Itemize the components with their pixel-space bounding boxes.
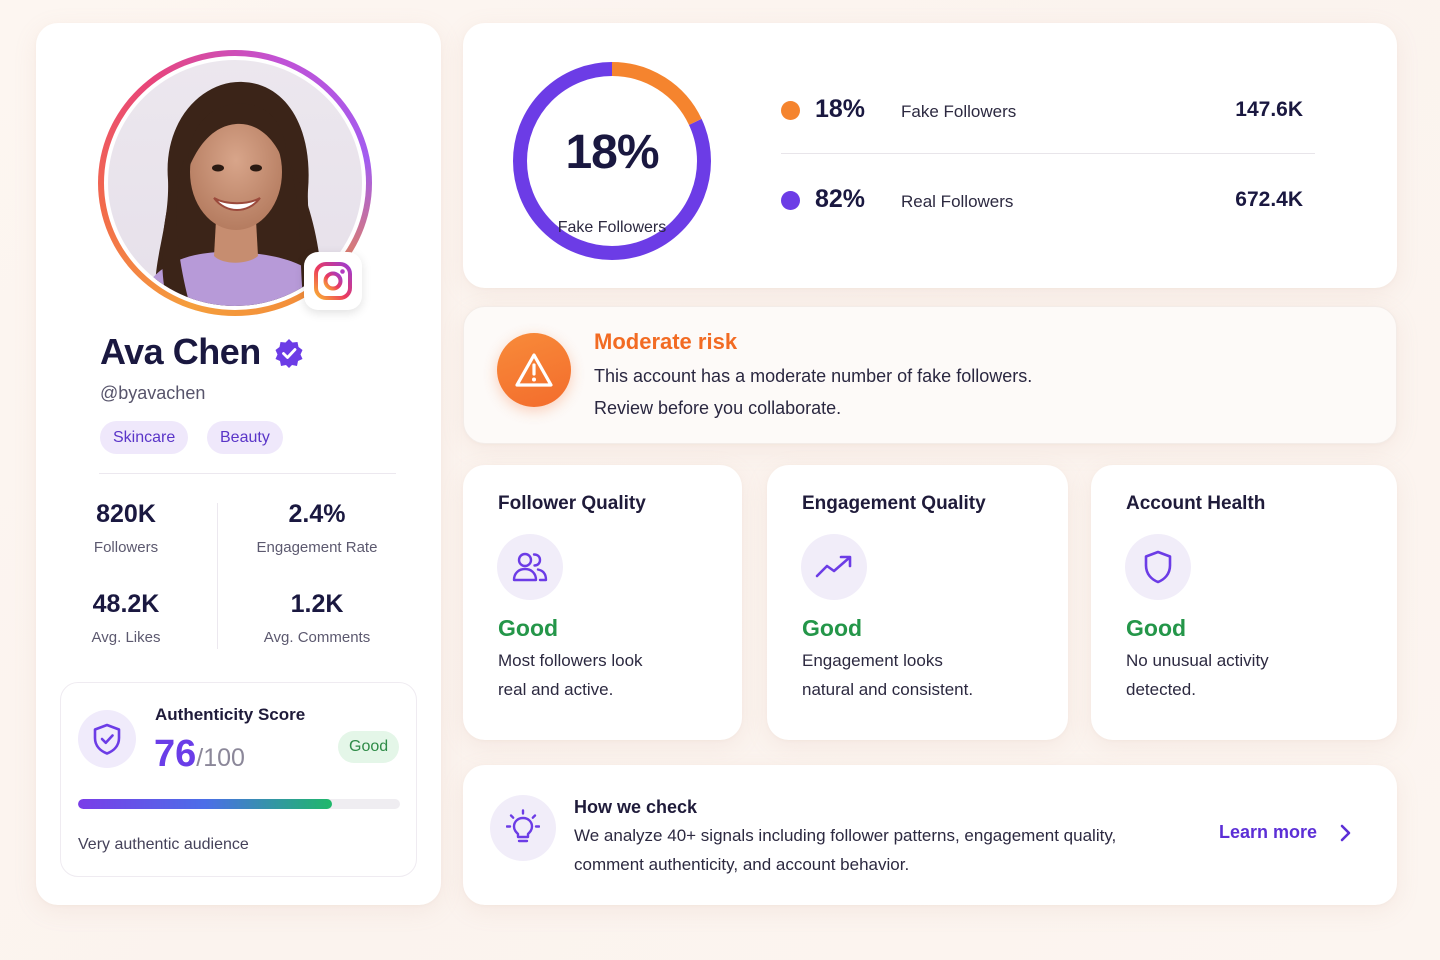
legend-real-dot [781,191,800,210]
stat-likes-value: 48.2K [92,590,160,618]
shield-check-icon [93,723,121,755]
engagement-quality-title: Engagement Quality [802,493,986,514]
engagement-quality-icon-container [801,534,867,600]
legend-real-count: 672.4K [1235,188,1303,211]
stat-comments-label: Avg. Comments [263,629,371,646]
lightbulb-icon [506,809,540,843]
stat-engagement-value: 2.4% [288,500,346,528]
how-we-check-card: How we check We analyze 40+ signals incl… [463,765,1397,905]
legend-real-pct: 82% [815,185,866,213]
auth-note: Very authentic audience [78,836,249,853]
donut-center-label: Fake Followers [557,219,667,236]
auth-progress-bar [78,799,400,809]
account-health-card: Account Health Good No unusual activity … [1091,465,1397,740]
follower-quality-card: Follower Quality Good Most followers loo… [463,465,742,740]
auth-shield-container [78,710,136,768]
follower-quality-desc-line2: real and active. [498,680,614,699]
chevron-right-icon[interactable] [1335,822,1355,844]
followers-breakdown-card: 18% Fake Followers 18% Fake Followers 14… [463,23,1397,288]
auth-title: Authenticity Score [155,705,306,724]
profile-card: Ava Chen @byavachen Skincare Beauty 820K… [36,23,441,905]
risk-description-line1: This account has a moderate number of fa… [594,366,1033,386]
profile-handle: @byavachen [100,383,206,403]
shield-icon [1144,550,1172,584]
auth-score-value: 76 [154,733,197,775]
avatar-portrait [138,81,338,306]
account-health-title: Account Health [1126,493,1266,514]
legend-fake-label: Fake Followers [901,102,1017,121]
instagram-badge[interactable] [304,252,362,310]
legend-fake-count: 147.6K [1235,98,1303,121]
stat-engagement-label: Engagement Rate [256,539,378,556]
account-health-icon-container [1125,534,1191,600]
legend-real-label: Real Followers [901,192,1014,211]
instagram-icon [314,262,352,300]
donut-center-value: 18% [565,126,659,179]
auth-status-badge: Good [338,731,400,763]
engagement-quality-status: Good [802,615,863,641]
how-title: How we check [574,797,698,817]
risk-description-line2: Review before you collaborate. [594,398,842,418]
legend-fake-pct: 18% [815,95,866,123]
account-health-desc-line2: detected. [1126,680,1196,699]
tag-skincare[interactable]: Skincare [100,421,189,454]
verified-badge-icon [275,339,303,368]
how-description-line1: We analyze 40+ signals including followe… [574,826,1117,845]
follower-quality-title: Follower Quality [498,493,646,514]
followers-donut-chart: 18% Fake Followers [509,56,715,266]
engagement-quality-desc-line2: natural and consistent. [802,680,974,699]
donut-fake-arc [513,62,711,260]
users-icon [512,552,548,582]
how-description-line2: comment authenticity, and account behavi… [574,855,910,874]
avatar-ring [98,50,372,316]
engagement-quality-desc-line1: Engagement looks [802,651,943,670]
follower-quality-desc-line1: Most followers look [498,651,643,670]
how-icon-container [490,795,556,861]
donut-svg [513,62,711,260]
stat-likes-label: Avg. Likes [91,629,161,646]
legend-fake-dot [781,101,800,120]
auth-score-max: /100 [196,744,245,772]
stat-comments-value: 1.2K [290,590,344,618]
account-health-desc-line1: No unusual activity [1126,651,1269,670]
risk-title: Moderate risk [594,329,738,354]
authenticity-score-box: Authenticity Score 76/100 Good Very auth… [60,682,417,877]
tag-beauty[interactable]: Beauty [207,421,283,454]
warning-icon [515,353,553,387]
divider [217,503,218,649]
trend-up-icon [815,555,852,578]
follower-quality-status: Good [498,615,559,641]
learn-more-link[interactable]: Learn more [1219,822,1318,842]
engagement-quality-card: Engagement Quality Good Engagement looks… [767,465,1068,740]
auth-progress-fill [78,799,333,809]
follower-quality-icon-container [497,534,563,600]
risk-icon-container [497,333,571,407]
divider [781,153,1315,154]
risk-alert-card: Moderate risk This account has a moderat… [463,306,1397,444]
stat-followers-label: Followers [93,539,159,556]
divider [99,473,396,474]
profile-name: Ava Chen [100,331,261,372]
account-health-status: Good [1126,615,1187,641]
auth-score: 76/100 [154,733,245,776]
stat-followers-value: 820K [96,500,156,528]
